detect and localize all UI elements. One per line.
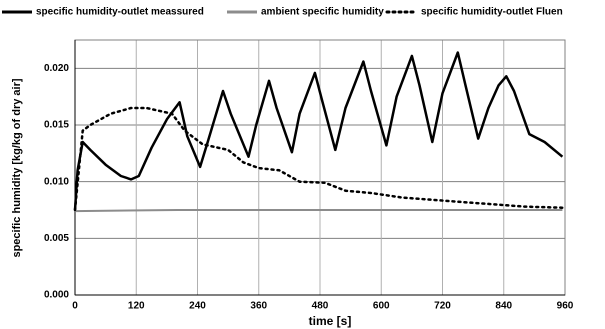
legend-label: specific humidity-outlet meassured: [36, 7, 204, 18]
y-tick-label: 0.020: [44, 63, 69, 74]
x-tick-label: 360: [250, 301, 267, 312]
legend-label: specific humidity-outlet Fluen: [421, 7, 563, 18]
x-tick-label: 120: [128, 301, 145, 312]
x-tick-label: 240: [189, 301, 206, 312]
x-tick-label: 480: [312, 301, 329, 312]
x-tick-label: 960: [557, 301, 574, 312]
x-tick-label: 600: [373, 301, 390, 312]
y-axis-label: specific humidity [kg/kg of dry air]: [11, 78, 23, 257]
y-tick-label: 0.010: [44, 176, 69, 187]
x-tick-label: 0: [72, 301, 78, 312]
y-tick-label: 0.005: [44, 233, 69, 244]
x-tick-label: 720: [434, 301, 451, 312]
series-line: [73, 106, 564, 212]
legend-label: ambient specific humidity: [261, 7, 384, 18]
series-line: [74, 209, 563, 213]
x-tick-label: 840: [495, 301, 512, 312]
series-line: [73, 51, 564, 211]
y-tick-label: 0.015: [44, 120, 69, 131]
x-axis-label: time [s]: [309, 314, 352, 328]
y-tick-label: 0.000: [44, 290, 69, 301]
